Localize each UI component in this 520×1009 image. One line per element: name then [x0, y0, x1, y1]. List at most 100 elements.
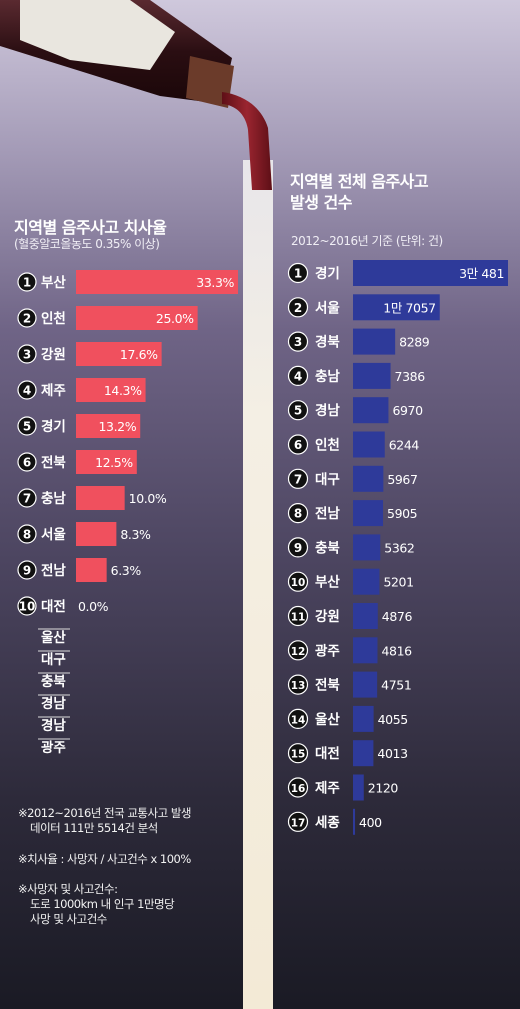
right-value-label: 8289: [399, 335, 430, 350]
right-rank-badge: [287, 502, 309, 524]
left-rank-badge: [17, 272, 37, 292]
right-value-label: 4751: [381, 678, 411, 693]
left-rank-badge: [17, 488, 37, 508]
right-category-label: 경기: [315, 265, 340, 282]
left-extra-region-label: 울산: [41, 629, 66, 646]
right-chart-title-line1: 지역별 전체 음주사고: [290, 172, 429, 191]
left-rank-badge: [17, 308, 37, 328]
right-rank-number: 15: [291, 749, 306, 761]
right-category-label: 세종: [315, 815, 340, 831]
left-bar: [76, 378, 146, 402]
right-rank-number: 10: [291, 577, 306, 589]
right-value-label: 4013: [377, 746, 407, 761]
right-rank-badge: [287, 640, 309, 661]
right-category-label: 대구: [315, 472, 340, 488]
right-category-label: 전남: [315, 505, 340, 522]
note-fatality-rate: ※치사율 : 사망자 / 사고건수 x 100%: [18, 852, 191, 866]
right-bar: [353, 362, 391, 389]
right-rank-number: 13: [291, 680, 306, 692]
right-bar: [353, 328, 396, 355]
note-definition-detail2: 사망 및 사고건수: [30, 912, 107, 926]
right-bar: [353, 637, 378, 664]
right-category-label: 부산: [315, 574, 340, 591]
left-bar: [76, 486, 125, 510]
right-bar: [353, 671, 378, 698]
right-category-label: 경북: [315, 334, 340, 351]
right-category-label: 강원: [315, 608, 340, 625]
left-rank-badge: [17, 452, 37, 472]
right-bar: [353, 294, 440, 321]
left-rank-badge: [17, 380, 37, 400]
left-value-label: 10.0%: [129, 491, 167, 506]
right-category-label: 광주: [315, 642, 340, 659]
left-bar: [76, 450, 137, 474]
right-rank-number: 2: [294, 301, 302, 315]
right-rank-number: 14: [291, 714, 306, 726]
left-value-label: 25.0%: [156, 311, 194, 326]
left-extra-region-label: 충북: [41, 674, 66, 690]
right-bar: [353, 774, 364, 801]
right-value-label: 400: [359, 815, 382, 830]
right-bar: [353, 397, 389, 424]
right-value-label: 1만 7057: [383, 300, 435, 315]
left-value-label: 0.0%: [78, 599, 109, 614]
right-value-label: 4816: [381, 643, 412, 658]
right-value-label: 7386: [395, 369, 426, 384]
note-definition-detail1: 도로 1000km 내 인구 1만명당: [30, 897, 175, 911]
right-chart: 1 경기 3만 481 2 서울 1만 7057 3 경북 8289 4 충남 7386 5 경남 6970…: [287, 260, 508, 835]
center-strip: [243, 160, 273, 1009]
right-rank-number: 11: [291, 612, 306, 624]
right-rank-badge: [287, 537, 309, 558]
bottle-label: [20, 0, 175, 70]
right-rank-number: 5: [294, 404, 302, 418]
left-chart: 1 부산 33.3% 2 인천 25.0% 3 강원 17.6% 4 제주 14.3% 5 경기 13.2%…: [17, 270, 238, 756]
right-bar: [353, 431, 385, 458]
left-rank-badge: [17, 416, 37, 436]
right-rank-badge: [287, 262, 309, 284]
left-category-label: 대전: [41, 598, 66, 615]
right-value-label: 4876: [382, 609, 413, 624]
left-category-label: 전남: [41, 562, 66, 579]
right-category-label: 인천: [315, 437, 340, 454]
left-extra-region-label: 경남: [41, 695, 66, 712]
right-category-label: 울산: [315, 711, 340, 728]
left-bar: [76, 414, 141, 438]
left-value-label: 6.3%: [111, 563, 142, 578]
left-rank-badge: [17, 596, 37, 616]
left-rank-number: 10: [19, 600, 36, 614]
right-rank-number: 1: [294, 267, 302, 281]
left-rank-badge: [17, 560, 37, 580]
left-bar: [76, 558, 107, 582]
right-value-label: 3만 481: [459, 266, 504, 281]
right-chart-subtitle: 2012~2016년 기준 (단위: 건): [291, 234, 443, 248]
note-definition: ※사망자 및 사고건수:: [18, 882, 118, 896]
left-rank-badge: [17, 344, 37, 364]
left-rank-number: 5: [23, 420, 31, 434]
left-bar: [76, 270, 238, 294]
right-rank-number: 7: [294, 472, 302, 486]
right-category-label: 충남: [315, 368, 340, 385]
note-source-detail: 데이터 111만 5514건 분석: [30, 821, 158, 835]
left-rank-number: 2: [23, 312, 31, 326]
left-bar: [76, 342, 162, 366]
right-bar: [353, 705, 374, 732]
right-bar: [353, 465, 384, 492]
right-bar: [353, 603, 378, 629]
left-value-label: 17.6%: [120, 347, 158, 362]
right-rank-number: 17: [291, 817, 306, 829]
right-rank-badge: [287, 571, 309, 592]
note-source: ※2012~2016년 전국 교통사고 발생: [18, 806, 192, 820]
right-value-label: 6244: [389, 438, 420, 453]
right-chart-title-line2: 발생 건수: [290, 193, 352, 212]
right-rank-number: 16: [291, 783, 306, 795]
right-rank-badge: [287, 365, 309, 386]
right-rank-badge: [287, 400, 309, 421]
right-rank-badge: [287, 297, 309, 318]
left-category-label: 강원: [41, 346, 66, 363]
right-rank-number: 3: [294, 335, 302, 349]
right-rank-number: 9: [294, 541, 302, 555]
right-rank-number: 8: [294, 507, 302, 521]
right-category-label: 서울: [315, 299, 340, 316]
